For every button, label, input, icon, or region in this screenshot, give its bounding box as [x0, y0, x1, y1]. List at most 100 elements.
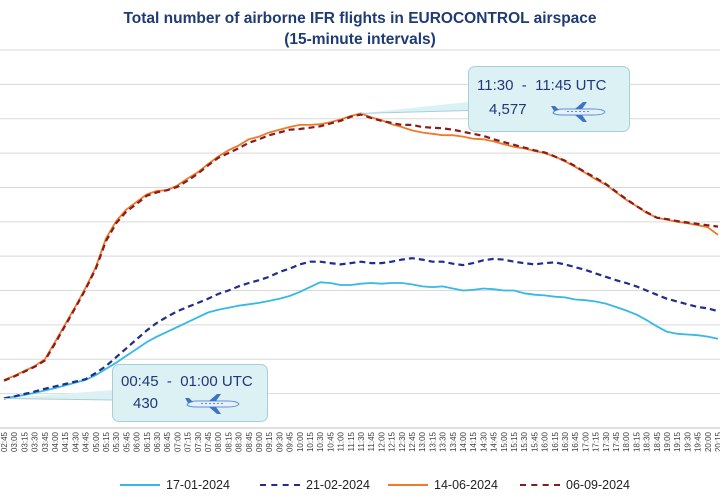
x-tick-label: 18:00 [622, 431, 631, 452]
x-tick-label: 11:00 [337, 431, 346, 451]
x-tick-label: 09:30 [275, 431, 284, 452]
legend-label: 06-09-2024 [566, 478, 630, 492]
callout-start: 00:45 - 01:00 UTC 430 [112, 364, 268, 422]
x-tick-label: 06:30 [153, 431, 162, 452]
callout-start-time: 00:45 - 01:00 UTC [121, 373, 253, 390]
x-tick-label: 18:30 [643, 431, 652, 452]
legend-swatch [520, 484, 560, 486]
x-tick-label: 19:15 [673, 431, 682, 452]
callout-start-value: 430 [133, 395, 159, 412]
x-tick-label: 10:45 [326, 431, 335, 452]
x-tick-label: 16:45 [571, 431, 580, 452]
x-tick-label: 17:30 [602, 431, 611, 452]
x-tick-label: 05:15 [102, 431, 111, 452]
callout-peak: 11:30 - 11:45 UTC 4,577 [468, 66, 630, 132]
legend-label: 14-06-2024 [434, 478, 498, 492]
series-line-2 [3, 257, 719, 400]
x-tick-label: 16:15 [551, 431, 560, 452]
x-tick-label: 13:30 [439, 431, 448, 452]
legend-swatch [388, 484, 428, 486]
x-tick-label: 06:00 [133, 431, 142, 452]
legend-swatch [260, 484, 300, 486]
x-tick-label: 12:15 [388, 431, 397, 452]
x-tick-label: 10:30 [316, 431, 325, 452]
chart-title: Total number of airborne IFR flights in … [123, 10, 597, 27]
callout-peak-time: 11:30 - 11:45 UTC [477, 77, 607, 94]
x-tick-label: 04:15 [61, 431, 70, 452]
x-tick-label: 17:00 [581, 431, 590, 452]
x-tick-label: 20:15 [714, 431, 720, 452]
x-tick-label: 15:30 [520, 431, 529, 452]
x-tick-label: 07:00 [173, 431, 182, 452]
x-tick-label: 10:00 [296, 431, 305, 452]
x-tick-label: 07:45 [204, 431, 213, 452]
x-tick-label: 19:45 [694, 431, 703, 452]
x-tick-label: 13:00 [418, 431, 427, 452]
x-tick-label: 11:45 [367, 431, 376, 451]
x-tick-label: 12:30 [398, 431, 407, 452]
x-tick-label: 02:45 [0, 431, 9, 452]
series-line-1 [3, 281, 719, 400]
x-tick-label: 04:30 [71, 431, 80, 452]
x-tick-label: 06:45 [163, 431, 172, 452]
callout-peak-value: 4,577 [489, 101, 527, 118]
x-tick-label: 12:00 [377, 431, 386, 452]
x-tick-label: 18:45 [653, 431, 662, 452]
x-tick-label: 16:30 [561, 431, 570, 452]
legend: 17-01-2024 21-02-2024 14-06-2024 06-09-2… [0, 476, 720, 496]
series-line-4 [3, 113, 719, 382]
chart-subtitle: (15-minute intervals) [284, 31, 436, 48]
x-tick-label: 07:30 [194, 431, 203, 452]
x-tick-label: 08:15 [224, 431, 233, 452]
x-tick-label: 15:15 [510, 431, 519, 452]
legend-label: 17-01-2024 [166, 478, 230, 492]
x-tick-label: 12:45 [408, 431, 417, 452]
x-tick-label: 13:45 [449, 431, 458, 452]
x-tick-label: 05:00 [92, 431, 101, 452]
x-tick-label: 15:45 [530, 431, 539, 452]
x-tick-label: 17:45 [612, 431, 621, 452]
x-tick-label: 15:00 [500, 431, 509, 452]
airplane-icon [185, 394, 240, 414]
x-tick-label: 05:45 [122, 431, 131, 452]
legend-swatch [120, 484, 160, 486]
x-tick-label: 18:15 [632, 431, 641, 452]
airplane-icon [551, 102, 606, 122]
x-tick-label: 17:15 [592, 431, 601, 452]
legend-item-series-1: 17-01-2024 [120, 478, 230, 492]
x-tick-label: 13:15 [428, 431, 437, 452]
x-tick-label: 08:30 [235, 431, 244, 452]
chart-title-block: Total number of airborne IFR flights in … [0, 8, 720, 50]
legend-item-series-3: 14-06-2024 [388, 478, 498, 492]
x-tick-label: 14:45 [490, 431, 499, 452]
x-tick-label: 08:00 [214, 431, 223, 452]
x-tick-label: 09:15 [265, 431, 274, 452]
x-tick-label: 07:15 [184, 431, 193, 452]
x-tick-label: 20:00 [704, 431, 713, 452]
x-tick-label: 10:15 [306, 431, 315, 452]
x-tick-label: 03:00 [10, 431, 19, 452]
x-tick-label: 14:15 [469, 431, 478, 452]
x-tick-label: 16:00 [541, 431, 550, 452]
x-tick-label: 06:15 [143, 431, 152, 452]
x-tick-label: 11:15 [347, 431, 356, 451]
x-tick-label: 05:30 [112, 431, 121, 452]
x-tick-label: 03:45 [41, 431, 50, 452]
x-tick-label: 14:30 [479, 431, 488, 452]
legend-label: 21-02-2024 [306, 478, 370, 492]
x-tick-label: 19:30 [683, 431, 692, 452]
x-tick-label: 09:45 [286, 431, 295, 452]
x-tick-label: 11:30 [357, 431, 366, 451]
x-tick-label: 03:30 [31, 431, 40, 452]
x-tick-label: 03:15 [20, 431, 29, 452]
legend-item-series-4: 06-09-2024 [520, 478, 630, 492]
x-tick-label: 14:00 [459, 431, 468, 452]
x-tick-labels: 02:45 03:00 03:15 03:30 03:45 04:00 04:15 04:30… [0, 431, 720, 452]
x-tick-label: 19:00 [663, 431, 672, 452]
series-lines [3, 112, 719, 400]
x-tick-label: 04:45 [82, 431, 91, 452]
x-tick-label: 09:00 [255, 431, 264, 452]
x-tick-label: 04:00 [51, 431, 60, 452]
x-tick-label: 08:45 [245, 431, 254, 452]
